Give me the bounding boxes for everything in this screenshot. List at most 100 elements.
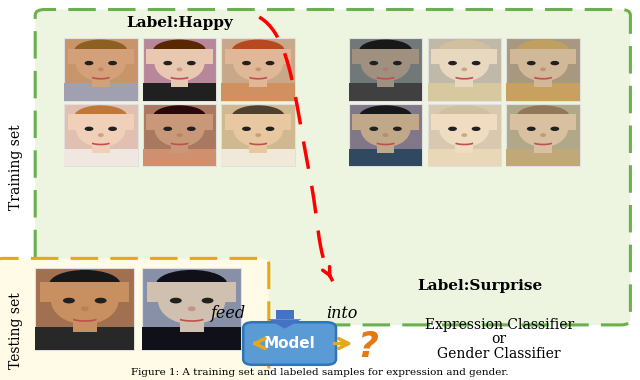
Ellipse shape — [383, 133, 388, 137]
Ellipse shape — [369, 61, 378, 65]
Polygon shape — [143, 83, 216, 101]
Ellipse shape — [108, 127, 117, 131]
Ellipse shape — [439, 111, 490, 147]
Bar — [171, 78, 188, 87]
Bar — [353, 114, 419, 130]
Polygon shape — [349, 149, 422, 166]
Ellipse shape — [461, 133, 467, 137]
Ellipse shape — [540, 68, 546, 71]
Ellipse shape — [472, 127, 481, 131]
Bar — [250, 78, 267, 87]
Text: Label:Happy: Label:Happy — [126, 16, 232, 30]
Bar — [40, 282, 129, 302]
Ellipse shape — [255, 68, 261, 71]
Ellipse shape — [154, 45, 205, 81]
Bar — [534, 144, 552, 153]
Text: Gender Classifier: Gender Classifier — [437, 347, 561, 361]
Polygon shape — [64, 83, 138, 101]
Text: Model: Model — [264, 336, 316, 351]
Text: Testing set: Testing set — [9, 292, 23, 369]
Ellipse shape — [448, 127, 457, 131]
Ellipse shape — [359, 105, 412, 127]
FancyBboxPatch shape — [35, 10, 630, 325]
Ellipse shape — [202, 298, 214, 304]
Ellipse shape — [188, 306, 196, 311]
Ellipse shape — [439, 45, 490, 81]
Bar — [92, 144, 109, 153]
Bar — [64, 104, 138, 166]
Bar — [250, 144, 267, 153]
Ellipse shape — [438, 105, 491, 127]
Bar — [221, 38, 295, 101]
Polygon shape — [428, 83, 501, 101]
Ellipse shape — [233, 111, 284, 147]
Ellipse shape — [81, 306, 89, 311]
Bar — [506, 104, 580, 166]
Text: or: or — [492, 332, 507, 346]
Ellipse shape — [233, 45, 284, 81]
Bar — [221, 104, 295, 166]
Bar — [510, 49, 576, 64]
Polygon shape — [506, 149, 580, 166]
Text: into: into — [326, 305, 358, 322]
Ellipse shape — [527, 61, 536, 65]
Ellipse shape — [266, 61, 275, 65]
Ellipse shape — [550, 61, 559, 65]
FancyBboxPatch shape — [243, 322, 336, 365]
Ellipse shape — [74, 105, 127, 127]
Bar — [428, 38, 501, 101]
Bar — [147, 49, 212, 64]
Ellipse shape — [187, 127, 196, 131]
Polygon shape — [64, 149, 138, 166]
Bar — [143, 38, 216, 101]
Ellipse shape — [232, 40, 285, 62]
Bar — [431, 114, 497, 130]
Ellipse shape — [518, 111, 568, 147]
Bar — [276, 310, 294, 319]
Bar — [456, 144, 473, 153]
Ellipse shape — [360, 111, 411, 147]
Ellipse shape — [516, 105, 570, 127]
Bar — [506, 38, 580, 101]
Bar — [68, 49, 134, 64]
Polygon shape — [221, 83, 295, 101]
Bar — [73, 320, 97, 332]
Polygon shape — [142, 327, 241, 350]
Ellipse shape — [232, 105, 285, 127]
Ellipse shape — [369, 127, 378, 131]
Bar — [180, 320, 204, 332]
Ellipse shape — [359, 40, 412, 62]
Ellipse shape — [170, 298, 182, 304]
Ellipse shape — [84, 127, 93, 131]
Bar — [171, 144, 188, 153]
Bar — [349, 104, 422, 166]
Polygon shape — [221, 149, 295, 166]
Bar — [147, 114, 212, 130]
Ellipse shape — [74, 40, 127, 62]
Text: ?: ? — [357, 329, 378, 364]
Ellipse shape — [266, 127, 275, 131]
Ellipse shape — [49, 270, 120, 299]
Bar — [353, 49, 419, 64]
Ellipse shape — [177, 133, 182, 137]
Bar — [64, 38, 138, 101]
Bar — [431, 49, 497, 64]
Bar — [143, 104, 216, 166]
Ellipse shape — [51, 277, 118, 324]
Bar — [510, 114, 576, 130]
Ellipse shape — [383, 68, 388, 71]
Text: feed: feed — [211, 305, 246, 322]
Ellipse shape — [63, 298, 75, 304]
Ellipse shape — [393, 127, 402, 131]
Ellipse shape — [516, 40, 570, 62]
Ellipse shape — [360, 45, 411, 81]
Bar — [225, 49, 291, 64]
Ellipse shape — [518, 45, 568, 81]
Bar — [349, 38, 422, 101]
Ellipse shape — [163, 127, 172, 131]
Ellipse shape — [438, 40, 491, 62]
Polygon shape — [268, 319, 301, 329]
Polygon shape — [35, 327, 134, 350]
Bar — [377, 78, 394, 87]
Ellipse shape — [76, 45, 126, 81]
